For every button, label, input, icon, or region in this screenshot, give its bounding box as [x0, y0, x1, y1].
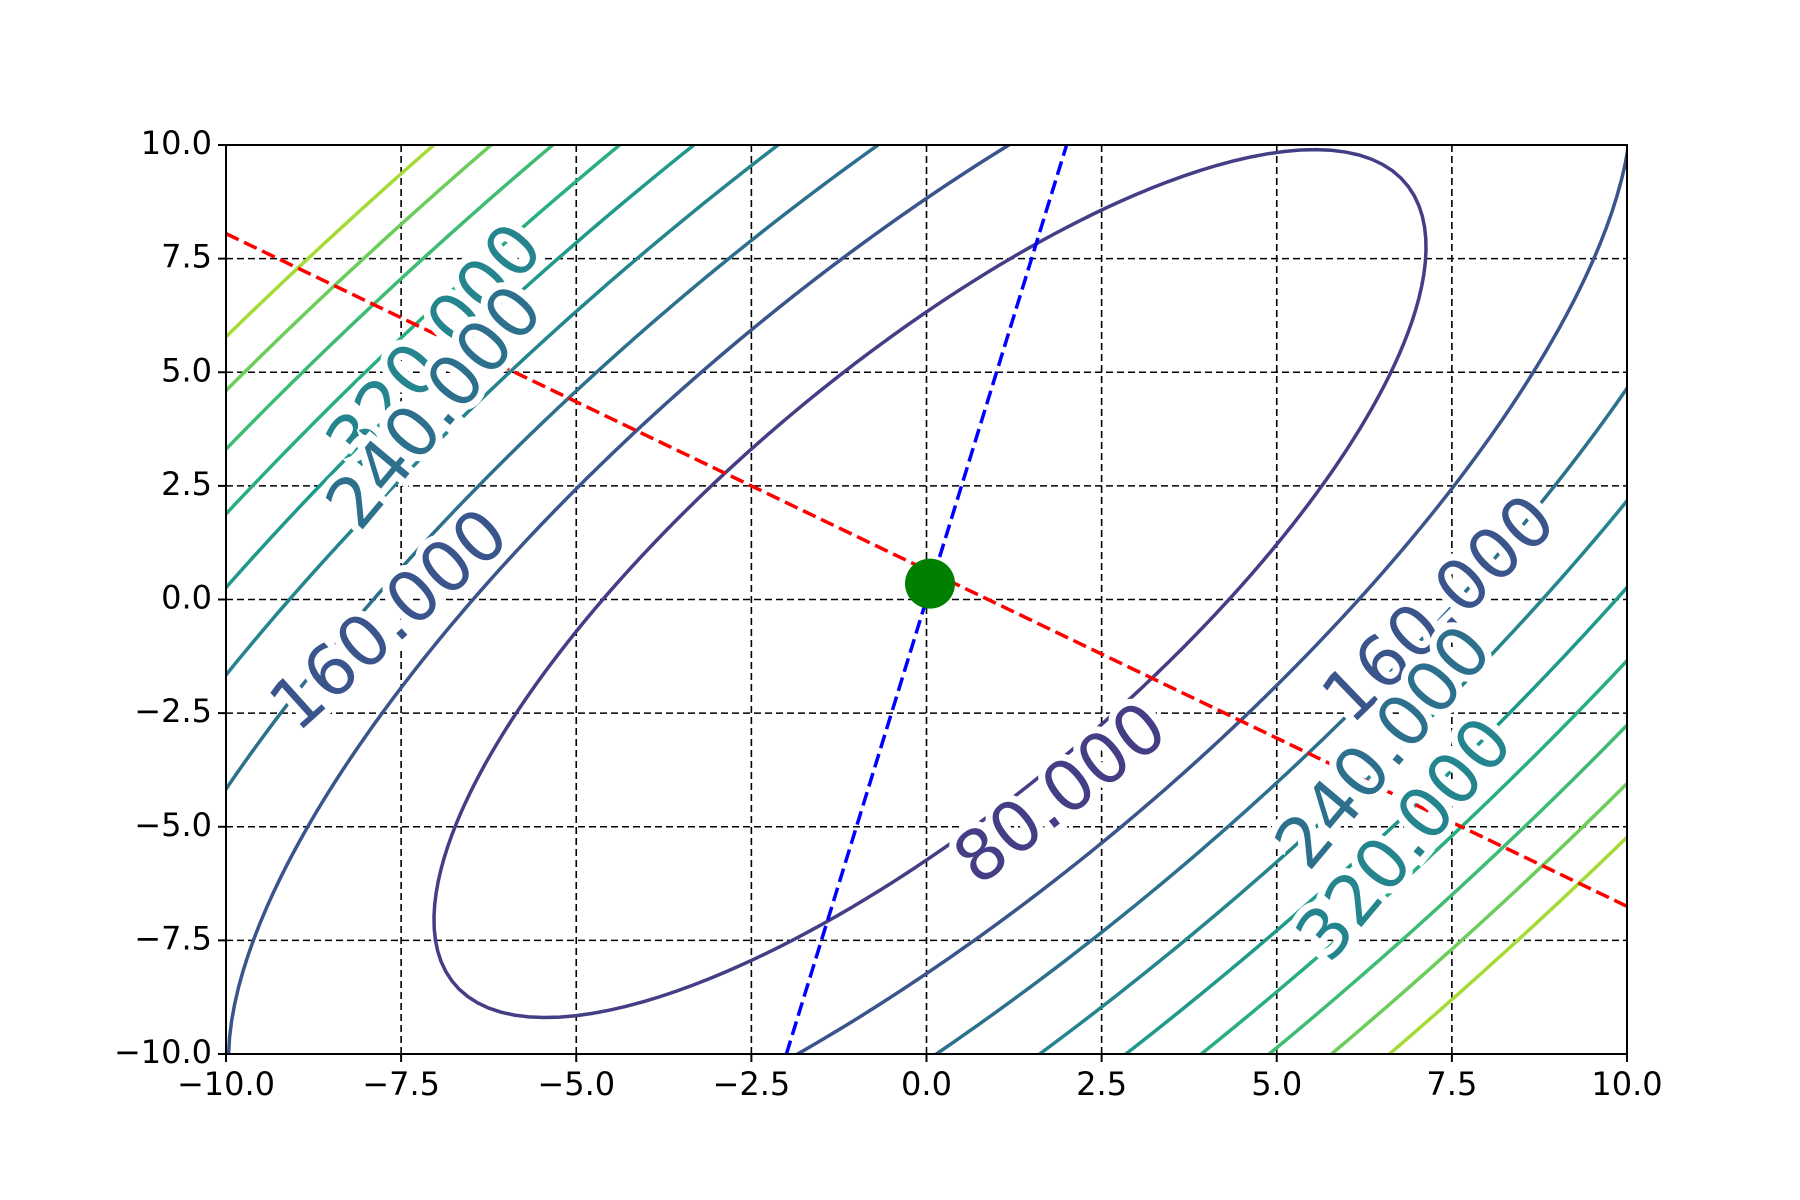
x-tick-label: 5.0: [1251, 1065, 1302, 1103]
y-tick-label: 10.0: [141, 124, 212, 162]
y-tick-label: 2.5: [161, 465, 212, 503]
x-tick-label: 10.0: [1591, 1065, 1662, 1103]
y-tick-label: 5.0: [161, 351, 212, 389]
x-tick-label: 7.5: [1426, 1065, 1477, 1103]
ticks: −10.0 −7.5 −5.0 −2.5 0.0 2.5 5.0 7.5 10.0 −10.0 −7…: [114, 124, 1663, 1103]
x-tick-label: −7.5: [362, 1065, 440, 1103]
y-tick-label: −7.5: [134, 919, 212, 957]
y-tick-label: 7.5: [161, 238, 212, 276]
y-tick-label: −10.0: [114, 1033, 212, 1071]
y-tick-label: −2.5: [134, 692, 212, 730]
x-tick-label: −10.0: [177, 1065, 275, 1103]
minimum-point: [905, 558, 956, 609]
contour-line: [226, 145, 1627, 1054]
dashed-line: [784, 145, 1069, 1054]
y-tick-label: −5.0: [134, 806, 212, 844]
x-tick-label: 2.5: [1076, 1065, 1127, 1103]
x-tick-label: −2.5: [713, 1065, 791, 1103]
contour-line: [432, 147, 1428, 1020]
x-tick-label: −5.0: [537, 1065, 615, 1103]
x-tick-label: 0.0: [901, 1065, 952, 1103]
y-tick-label: 0.0: [161, 579, 212, 617]
contour-line: [226, 145, 1627, 1054]
